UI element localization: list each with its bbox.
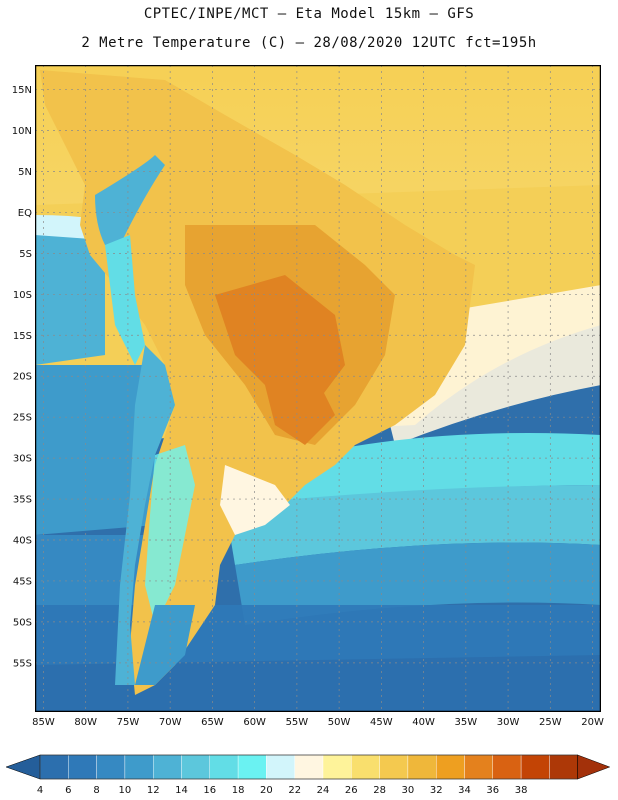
latitude-label: 35S <box>13 495 32 506</box>
colorbar-swatch <box>237 754 267 780</box>
colorbar-label: 30 <box>402 785 415 796</box>
colorbar-swatch <box>68 754 97 780</box>
latitude-label: 30S <box>13 454 32 465</box>
colorbar-low-arrow <box>5 754 41 780</box>
longitude-label: 30W <box>497 717 520 728</box>
colorbar-label: 4 <box>37 785 43 796</box>
colorbar-swatch <box>351 754 380 780</box>
colorbar-label: 16 <box>203 785 216 796</box>
colorbar-label: 22 <box>288 785 301 796</box>
colorbar-swatch <box>152 754 182 780</box>
colorbar-label: 34 <box>458 785 471 796</box>
longitude-label: 50W <box>328 717 351 728</box>
colorbar-label: 24 <box>317 785 330 796</box>
latitude-label: 40S <box>13 536 32 547</box>
latitude-label: 20S <box>13 372 32 383</box>
colorbar-label: 12 <box>147 785 160 796</box>
longitude-label: 35W <box>455 717 478 728</box>
colorbar-swatch <box>407 754 437 780</box>
colorbar-swatch <box>464 754 493 780</box>
colorbar-swatch <box>39 754 69 780</box>
colorbar-label: 28 <box>373 785 386 796</box>
longitude-label: 80W <box>74 717 97 728</box>
title-model: CPTEC/INPE/MCT – Eta Model 15km – GFS <box>143 6 475 22</box>
longitude-label: 75W <box>117 717 140 728</box>
latitude-label: 45S <box>13 576 32 587</box>
colorbar-swatch <box>520 754 550 780</box>
latitude-label: 10N <box>12 126 32 137</box>
colorbar-label: 26 <box>345 785 358 796</box>
colorbar-swatch <box>124 754 154 780</box>
colorbar-label: 38 <box>515 785 528 796</box>
colorbar-swatch <box>294 754 324 780</box>
colorbar-swatch <box>549 754 578 780</box>
temperature-map <box>35 65 601 712</box>
longitude-label: 20W <box>581 717 604 728</box>
latitude-label: 5N <box>18 167 32 178</box>
map-border <box>35 65 601 712</box>
colorbar-swatch <box>209 754 239 780</box>
latitude-label: 55S <box>13 658 32 669</box>
latitude-label: 25S <box>13 413 32 424</box>
colorbar-label: 18 <box>232 785 245 796</box>
latitude-label: 15S <box>13 331 32 342</box>
colorbar-swatch <box>492 754 522 780</box>
longitude-label: 60W <box>243 717 266 728</box>
longitude-label: 65W <box>201 717 224 728</box>
latitude-label: 15N <box>12 85 32 96</box>
colorbar-swatch <box>322 754 352 780</box>
longitude-label: 85W <box>32 717 55 728</box>
latitude-label: 10S <box>13 290 32 301</box>
colorbar-label: 32 <box>430 785 443 796</box>
colorbar-swatch <box>96 754 126 780</box>
longitude-label: 25W <box>539 717 562 728</box>
colorbar-label: 36 <box>486 785 499 796</box>
colorbar-swatch <box>379 754 409 780</box>
longitude-label: 55W <box>286 717 309 728</box>
land-temperature-field <box>40 70 475 695</box>
latitude-label: EQ <box>18 208 32 219</box>
colorbar-label: 10 <box>119 785 132 796</box>
colorbar-label: 14 <box>175 785 188 796</box>
colorbar-swatch <box>266 754 295 780</box>
colorbar-label: 6 <box>65 785 71 796</box>
colorbar-frame <box>39 754 579 780</box>
longitude-label: 70W <box>159 717 182 728</box>
colorbar-legend: 4 6 8 10 12 14 16 18 20 22 24 26 28 30 32 34 36 38 <box>5 754 611 796</box>
longitude-label: 40W <box>412 717 435 728</box>
graticule <box>35 65 601 712</box>
colorbar-label: 20 <box>260 785 273 796</box>
longitude-label: 45W <box>370 717 393 728</box>
colorbar-swatch <box>436 754 465 780</box>
latitude-label: 50S <box>13 617 32 628</box>
latitude-label: 5S <box>19 249 32 260</box>
colorbar-label: 8 <box>93 785 99 796</box>
title-field: 2 Metre Temperature (C) – 28/08/2020 12U… <box>81 35 537 51</box>
colorbar-high-arrow <box>577 754 611 780</box>
colorbar-swatch <box>181 754 210 780</box>
